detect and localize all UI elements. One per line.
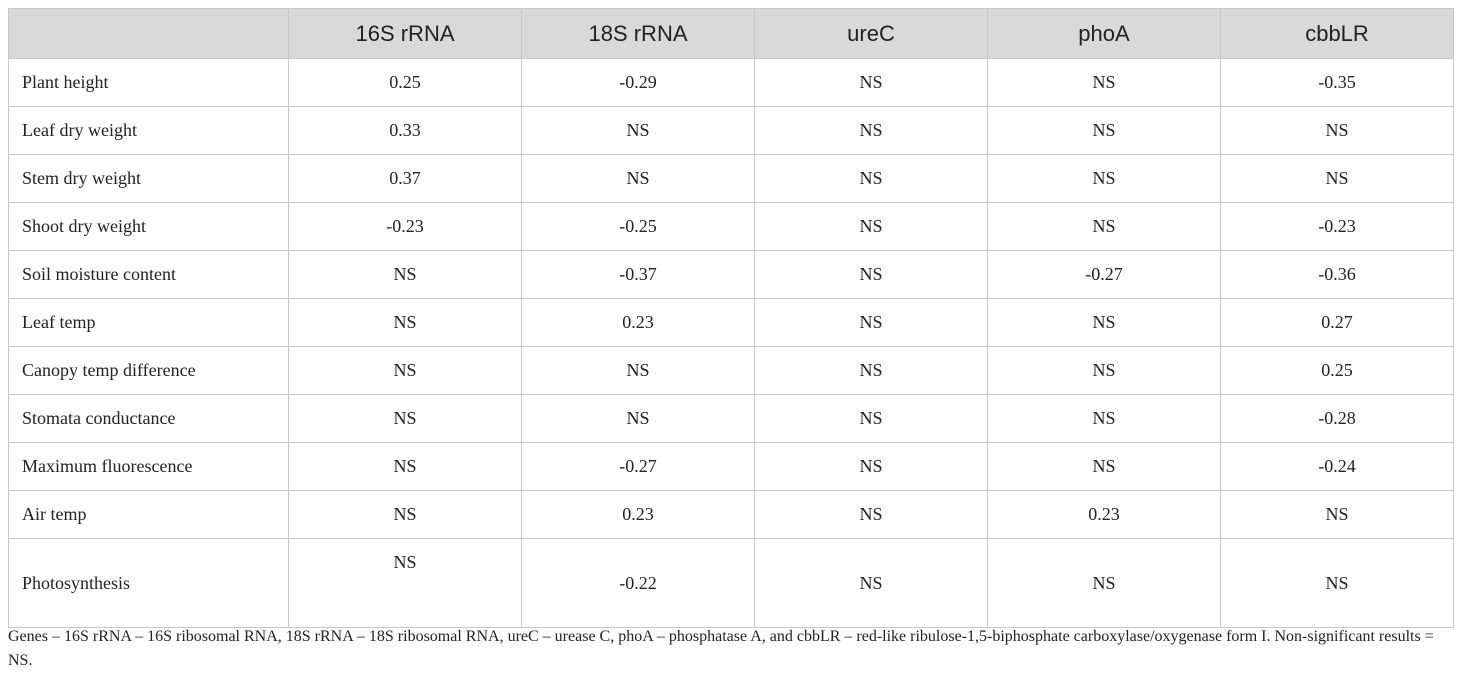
table-cell: NS: [754, 442, 988, 491]
table-cell: -0.22: [521, 538, 755, 628]
table-cell: NS: [521, 346, 755, 395]
table-cell: NS: [754, 154, 988, 203]
table-cell: NS: [754, 394, 988, 443]
table-cell: NS: [987, 442, 1221, 491]
row-label: Air temp: [8, 490, 289, 539]
table-cell: NS: [288, 250, 522, 299]
table-cell: NS: [987, 58, 1221, 107]
table-row: Shoot dry weight -0.23 -0.25 NS NS -0.23: [8, 202, 1454, 251]
table-cell: NS: [754, 538, 988, 628]
table-cell: -0.25: [521, 202, 755, 251]
table-cell: NS: [1220, 154, 1454, 203]
table-cell: NS: [754, 346, 988, 395]
table-row: Air temp NS 0.23 NS 0.23 NS: [8, 490, 1454, 539]
table-cell: NS: [987, 154, 1221, 203]
table-cell: 0.27: [1220, 298, 1454, 347]
row-label: Plant height: [8, 58, 289, 107]
corner-cell: [8, 8, 289, 59]
table-cell: NS: [288, 346, 522, 395]
row-label: Leaf dry weight: [8, 106, 289, 155]
table-cell: NS: [987, 298, 1221, 347]
table-cell: NS: [521, 394, 755, 443]
table-cell: NS: [521, 154, 755, 203]
table-head: 16S rRNA 18S rRNA ureC phoA cbbLR: [8, 8, 1454, 59]
table-row: Leaf dry weight 0.33 NS NS NS NS: [8, 106, 1454, 155]
table-cell: NS: [987, 394, 1221, 443]
row-label: Shoot dry weight: [8, 202, 289, 251]
table-row: Photosynthesis NS -0.22 NS NS NS: [8, 538, 1454, 628]
table-cell: 0.23: [987, 490, 1221, 539]
table-cell: 0.25: [1220, 346, 1454, 395]
table-row: Maximum fluorescence NS -0.27 NS NS -0.24: [8, 442, 1454, 491]
header-row: 16S rRNA 18S rRNA ureC phoA cbbLR: [8, 8, 1454, 59]
row-label: Photosynthesis: [8, 538, 289, 628]
data-table: 16S rRNA 18S rRNA ureC phoA cbbLR Plant heig…: [8, 8, 1454, 628]
row-label: Soil moisture content: [8, 250, 289, 299]
table-cell: NS: [288, 394, 522, 443]
table-cell: NS: [288, 538, 522, 628]
table-cell: NS: [987, 106, 1221, 155]
table-cell: NS: [987, 202, 1221, 251]
table-cell: -0.28: [1220, 394, 1454, 443]
row-label: Leaf temp: [8, 298, 289, 347]
table-cell: NS: [754, 298, 988, 347]
table-cell: NS: [754, 202, 988, 251]
table-row: Canopy temp difference NS NS NS NS 0.25: [8, 346, 1454, 395]
row-label: Stem dry weight: [8, 154, 289, 203]
table-cell: 0.25: [288, 58, 522, 107]
table-cell: NS: [288, 298, 522, 347]
table-cell: NS: [754, 490, 988, 539]
table-cell: -0.29: [521, 58, 755, 107]
table-cell: NS: [521, 106, 755, 155]
table-cell: NS: [288, 442, 522, 491]
table-cell: NS: [1220, 538, 1454, 628]
table-cell: -0.27: [521, 442, 755, 491]
table-cell: -0.27: [987, 250, 1221, 299]
column-header: cbbLR: [1220, 8, 1454, 59]
table-body: Plant height 0.25 -0.29 NS NS -0.35 Leaf dry w…: [8, 58, 1454, 628]
table-cell: NS: [754, 58, 988, 107]
table-cell: 0.23: [521, 298, 755, 347]
table-cell: NS: [1220, 106, 1454, 155]
table-cell: -0.37: [521, 250, 755, 299]
table-cell: NS: [754, 106, 988, 155]
table-cell: 0.33: [288, 106, 522, 155]
table-cell: NS: [754, 250, 988, 299]
row-label: Canopy temp difference: [8, 346, 289, 395]
column-header: ureC: [754, 8, 988, 59]
column-header: 16S rRNA: [288, 8, 522, 59]
footnote: Genes – 16S rRNA – 16S ribosomal RNA, 18…: [8, 628, 1434, 669]
table-cell: 0.23: [521, 490, 755, 539]
table-cell: NS: [288, 490, 522, 539]
table-row: Stomata conductance NS NS NS NS -0.28: [8, 394, 1454, 443]
table-row: Plant height 0.25 -0.29 NS NS -0.35: [8, 58, 1454, 107]
table-cell: NS: [987, 538, 1221, 628]
table-cell: -0.36: [1220, 250, 1454, 299]
table-row: Soil moisture content NS -0.37 NS -0.27 -0.36: [8, 250, 1454, 299]
row-label: Maximum fluorescence: [8, 442, 289, 491]
table-cell: -0.24: [1220, 442, 1454, 491]
table-row: Leaf temp NS 0.23 NS NS 0.27: [8, 298, 1454, 347]
table-cell: -0.23: [1220, 202, 1454, 251]
table-cell: 0.37: [288, 154, 522, 203]
column-header: phoA: [987, 8, 1221, 59]
table-cell: -0.23: [288, 202, 522, 251]
table-row: Stem dry weight 0.37 NS NS NS NS: [8, 154, 1454, 203]
table-cell: -0.35: [1220, 58, 1454, 107]
table-cell: NS: [1220, 490, 1454, 539]
row-label: Stomata conductance: [8, 394, 289, 443]
table-cell: NS: [987, 346, 1221, 395]
column-header: 18S rRNA: [521, 8, 755, 59]
